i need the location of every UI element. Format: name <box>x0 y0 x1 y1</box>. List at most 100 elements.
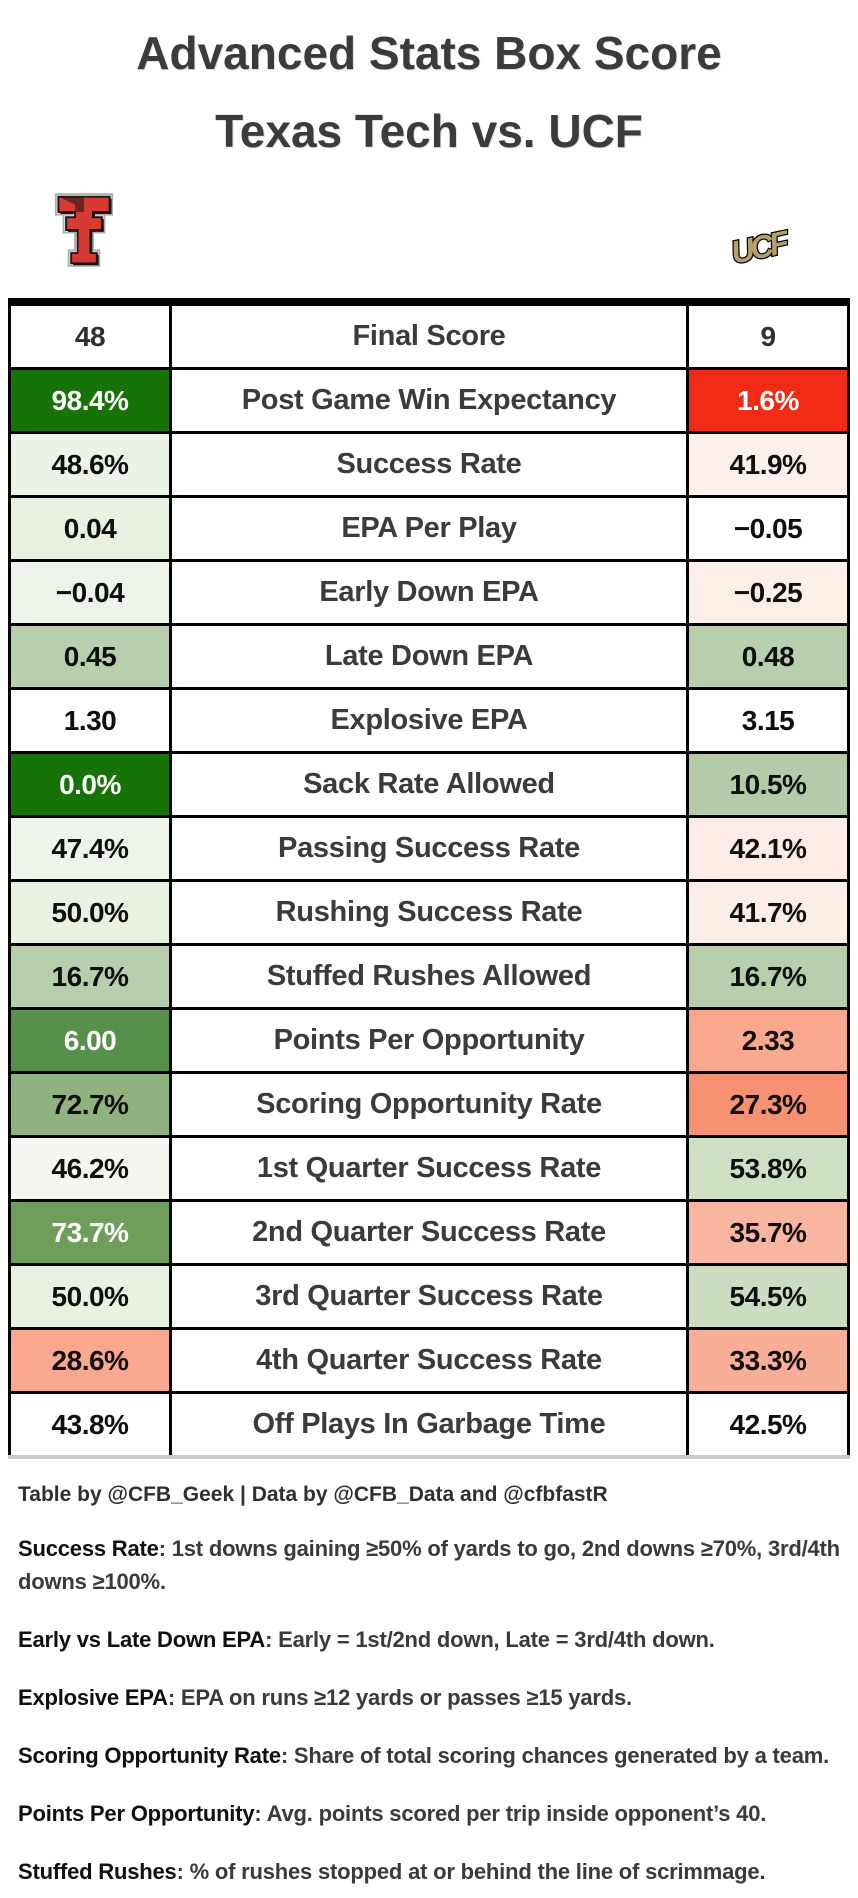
footnote-term: Early vs Late Down EPA <box>18 1627 266 1652</box>
table-row: 48 Final Score 9 <box>8 298 850 370</box>
home-value-cell: 50.0% <box>8 879 172 946</box>
table-row: 48.6% Success Rate 41.9% <box>8 431 850 498</box>
metric-label-cell: Success Rate <box>169 431 689 498</box>
metric-label-cell: 1st Quarter Success Rate <box>169 1135 689 1202</box>
home-value-cell: 73.7% <box>8 1199 172 1266</box>
metric-label-cell: 3rd Quarter Success Rate <box>169 1263 689 1330</box>
texas-tech-logo <box>54 193 114 267</box>
metric-label-cell: 4th Quarter Success Rate <box>169 1327 689 1394</box>
metric-label-cell: Post Game Win Expectancy <box>169 367 689 434</box>
title-line-1: Advanced Stats Box Score <box>136 27 722 79</box>
footnote-text: : Avg. points scored per trip inside opp… <box>254 1801 767 1826</box>
home-value-cell: 98.4% <box>8 367 172 434</box>
footnote-term: Scoring Opportunity Rate <box>18 1743 281 1768</box>
footnote-text: : Share of total scoring chances generat… <box>280 1743 829 1768</box>
footnote: Success Rate: 1st downs gaining ≥50% of … <box>18 1532 840 1598</box>
home-value-cell: 6.00 <box>8 1007 172 1074</box>
table-row: −0.04 Early Down EPA −0.25 <box>8 559 850 626</box>
page-title: Advanced Stats Box Score Texas Tech vs. … <box>0 0 858 170</box>
metric-label-cell: 2nd Quarter Success Rate <box>169 1199 689 1266</box>
away-value-cell: 41.7% <box>686 879 850 946</box>
home-value-cell: 50.0% <box>8 1263 172 1330</box>
away-value-cell: 42.1% <box>686 815 850 882</box>
metric-label-cell: Points Per Opportunity <box>169 1007 689 1074</box>
table-row: 43.8% Off Plays In Garbage Time 42.5% <box>8 1391 850 1459</box>
table-row: 50.0% 3rd Quarter Success Rate 54.5% <box>8 1263 850 1330</box>
footnote: Explosive EPA: EPA on runs ≥12 yards or … <box>18 1681 840 1714</box>
table-row: 6.00 Points Per Opportunity 2.33 <box>8 1007 850 1074</box>
table-row: 98.4% Post Game Win Expectancy 1.6% <box>8 367 850 434</box>
away-value-cell: −0.05 <box>686 495 850 562</box>
title-line-2: Texas Tech vs. UCF <box>215 105 643 157</box>
home-value-cell: 1.30 <box>8 687 172 754</box>
team-logos-row: UCF <box>0 176 858 288</box>
away-value-cell: 54.5% <box>686 1263 850 1330</box>
credits-line: Table by @CFB_Geek | Data by @CFB_Data a… <box>18 1483 608 1506</box>
home-value-cell: −0.04 <box>8 559 172 626</box>
footnote-text: : 1st downs gaining ≥50% of yards to go,… <box>18 1536 840 1594</box>
metric-label-cell: EPA Per Play <box>169 495 689 562</box>
metric-label-cell: Early Down EPA <box>169 559 689 626</box>
footnote: Stuffed Rushes: % of rushes stopped at o… <box>18 1855 840 1888</box>
table-row: 28.6% 4th Quarter Success Rate 33.3% <box>8 1327 850 1394</box>
ucf-logo: UCF <box>726 222 794 272</box>
table-row: 50.0% Rushing Success Rate 41.7% <box>8 879 850 946</box>
away-value-cell: 10.5% <box>686 751 850 818</box>
table-row: 73.7% 2nd Quarter Success Rate 35.7% <box>8 1199 850 1266</box>
table-row: 72.7% Scoring Opportunity Rate 27.3% <box>8 1071 850 1138</box>
table-row: 0.0% Sack Rate Allowed 10.5% <box>8 751 850 818</box>
metric-label-cell: Passing Success Rate <box>169 815 689 882</box>
metric-label-cell: Explosive EPA <box>169 687 689 754</box>
table-row: 16.7% Stuffed Rushes Allowed 16.7% <box>8 943 850 1010</box>
home-value-cell: 48.6% <box>8 431 172 498</box>
home-value-cell: 0.45 <box>8 623 172 690</box>
footnote-text: : % of rushes stopped at or behind the l… <box>176 1859 766 1884</box>
footnote: Points Per Opportunity: Avg. points scor… <box>18 1797 840 1830</box>
table-row: 0.04 EPA Per Play −0.05 <box>8 495 850 562</box>
metric-label-cell: Off Plays In Garbage Time <box>169 1391 689 1459</box>
home-value-cell: 48 <box>8 298 172 370</box>
table-row: 46.2% 1st Quarter Success Rate 53.8% <box>8 1135 850 1202</box>
away-value-cell: 3.15 <box>686 687 850 754</box>
away-value-cell: 35.7% <box>686 1199 850 1266</box>
away-value-cell: 33.3% <box>686 1327 850 1394</box>
metric-label-cell: Sack Rate Allowed <box>169 751 689 818</box>
away-value-cell: 9 <box>686 298 850 370</box>
footnote: Early vs Late Down EPA: Early = 1st/2nd … <box>18 1623 840 1656</box>
footnote-text: : EPA on runs ≥12 yards or passes ≥15 ya… <box>167 1685 632 1710</box>
metric-label-cell: Scoring Opportunity Rate <box>169 1071 689 1138</box>
away-value-cell: 27.3% <box>686 1071 850 1138</box>
table-row: 1.30 Explosive EPA 3.15 <box>8 687 850 754</box>
footnote-text: : Early = 1st/2nd down, Late = 3rd/4th d… <box>265 1627 715 1652</box>
table-row: 47.4% Passing Success Rate 42.1% <box>8 815 850 882</box>
metric-label-cell: Rushing Success Rate <box>169 879 689 946</box>
footnote-term: Points Per Opportunity <box>18 1801 255 1826</box>
home-value-cell: 0.0% <box>8 751 172 818</box>
footnote: Scoring Opportunity Rate: Share of total… <box>18 1739 840 1772</box>
away-value-cell: 53.8% <box>686 1135 850 1202</box>
home-value-cell: 16.7% <box>8 943 172 1010</box>
home-value-cell: 47.4% <box>8 815 172 882</box>
home-value-cell: 0.04 <box>8 495 172 562</box>
metric-label-cell: Stuffed Rushes Allowed <box>169 943 689 1010</box>
away-value-cell: 41.9% <box>686 431 850 498</box>
home-value-cell: 43.8% <box>8 1391 172 1459</box>
svg-text:UCF: UCF <box>728 223 794 271</box>
away-value-cell: 0.48 <box>686 623 850 690</box>
away-value-cell: −0.25 <box>686 559 850 626</box>
footnote-term: Explosive EPA <box>18 1685 168 1710</box>
table-row: 0.45 Late Down EPA 0.48 <box>8 623 850 690</box>
advanced-stats-table: 48 Final Score 9 98.4% Post Game Win Exp… <box>8 298 850 1459</box>
home-value-cell: 72.7% <box>8 1071 172 1138</box>
footnote-term: Success Rate <box>18 1536 159 1561</box>
home-value-cell: 46.2% <box>8 1135 172 1202</box>
footnotes-section: Success Rate: 1st downs gaining ≥50% of … <box>18 1532 840 1888</box>
away-value-cell: 16.7% <box>686 943 850 1010</box>
away-value-cell: 1.6% <box>686 367 850 434</box>
away-value-cell: 42.5% <box>686 1391 850 1459</box>
away-value-cell: 2.33 <box>686 1007 850 1074</box>
footnote-term: Stuffed Rushes <box>18 1859 177 1884</box>
metric-label-cell: Final Score <box>169 298 689 370</box>
home-value-cell: 28.6% <box>8 1327 172 1394</box>
metric-label-cell: Late Down EPA <box>169 623 689 690</box>
